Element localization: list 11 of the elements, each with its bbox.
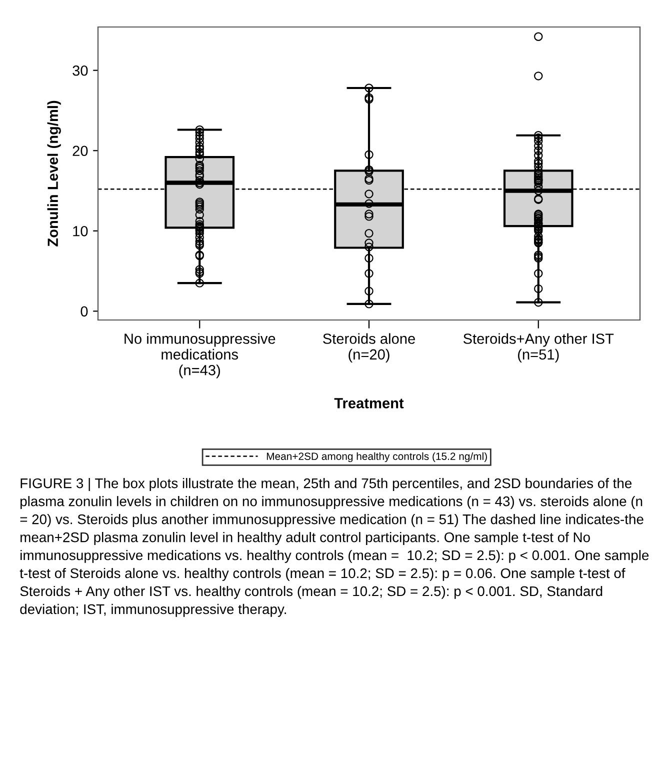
x-tick-label: Steroids alone (n=20) xyxy=(323,333,415,362)
y-tick-label: 20 xyxy=(72,146,88,156)
x-tick-label: Steroids+Any other IST (n=51) xyxy=(463,333,614,362)
ref-line-label: Mean+2SD among healthy controls (15.2 ng/ml) xyxy=(266,452,487,462)
y-tick-label: 10 xyxy=(73,226,88,236)
y-axis-title: Zonulin Level (ng/ml) xyxy=(47,100,61,246)
caption: FIGURE 3 | The box plots illustrate the mean, 25th and 75th percentiles, and 2SD boundaries of the plasma zonulin levels in children on no immunosuppressive medications (n = 43) vs. steroids alone (n = 20) vs. Steroids plus another immunosuppressive medication (n = 51) The dashed line indicates-the mean+2SD plasma zonulin level in healthy adult control participants. One sample t-test of No immunosuppressive medications vs. healthy controls (mean = 10.2; SD = 2.5): p < 0.001. One sample t-test of Steroids alone vs. healthy controls (mean = 10.2; SD = 2.5): p = 0.06. One sample t-test of Steroids + Any other IST vs. healthy controls (mean = 10.2; SD = 2.5): p < 0.001. SD, Standard deviation; IST, immunosuppressive therapy. xyxy=(20,478,649,617)
x-axis-title: Treatment xyxy=(334,398,404,408)
x-tick-label: No immunosuppressive medications (n=43) xyxy=(124,333,276,378)
y-tick-label: 0 xyxy=(80,306,88,317)
y-tick-label: 30 xyxy=(72,65,88,76)
